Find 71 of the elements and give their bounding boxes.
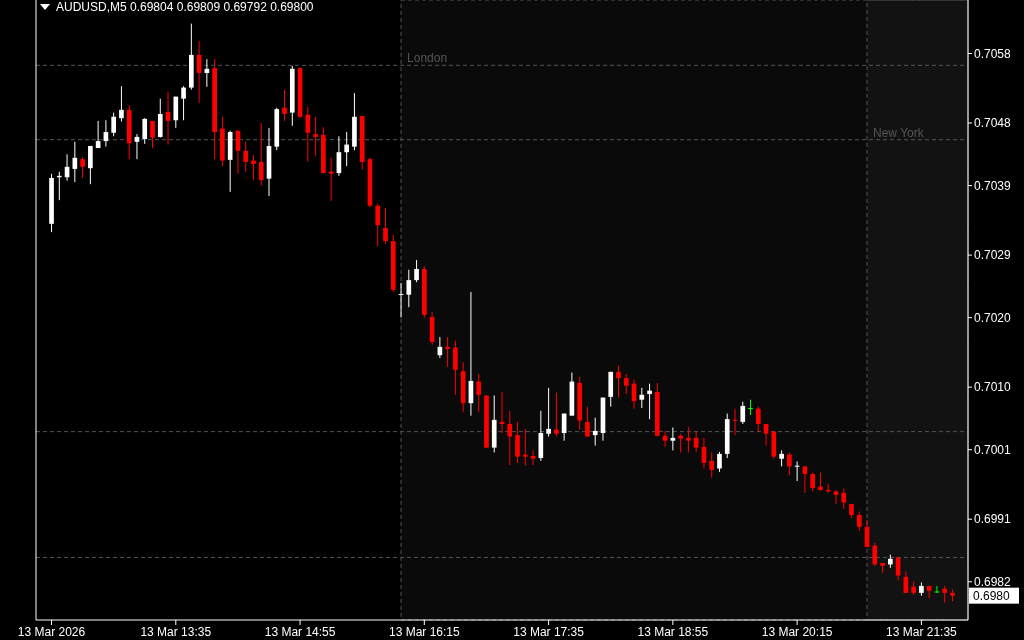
y-tick-label: 0.7039 xyxy=(974,178,1012,193)
x-tick-label: 13 Mar 20:15 xyxy=(761,625,833,639)
candlestick xyxy=(383,207,388,245)
candlestick xyxy=(841,488,847,510)
x-tick-label: 13 Mar 18:55 xyxy=(637,625,709,639)
candlestick xyxy=(406,269,412,308)
candlestick xyxy=(150,120,155,149)
x-tick-label: 13 Mar 17:35 xyxy=(513,625,585,639)
candlestick xyxy=(313,116,318,157)
candlestick xyxy=(639,387,645,409)
candlestick xyxy=(678,433,683,453)
text: 0.6980 xyxy=(973,588,1011,603)
candlestick xyxy=(670,426,676,451)
candlestick xyxy=(414,259,419,283)
candlestick xyxy=(740,401,746,425)
candlestick xyxy=(522,428,528,467)
candlestick xyxy=(818,472,823,492)
y-tick-label: 0.7001 xyxy=(974,442,1012,457)
candlestick xyxy=(157,98,163,139)
candlestick xyxy=(344,131,349,167)
y-tick-label: 0.7029 xyxy=(974,248,1012,263)
x-tick-label: 13 Mar 14:55 xyxy=(264,625,336,639)
candlestick xyxy=(88,145,93,185)
candlestick xyxy=(243,141,249,173)
candlestick xyxy=(647,383,652,420)
candlestick xyxy=(872,542,878,567)
candlestick xyxy=(895,556,901,581)
x-tick-label: 13 Mar 16:15 xyxy=(388,625,461,639)
candlestick xyxy=(251,154,256,181)
candlestick xyxy=(709,451,715,479)
chart-title: AUDUSD,M5 0.69804 0.69809 0.69792 0.69800 xyxy=(56,0,314,14)
band-label: London xyxy=(407,51,448,65)
x-tick-label: 13 Mar 21:35 xyxy=(886,625,958,639)
candlestick xyxy=(119,85,124,123)
candlestick xyxy=(530,449,536,466)
candlestick xyxy=(717,451,722,473)
candlestick xyxy=(856,511,862,532)
candlestick xyxy=(623,373,629,395)
candlestick xyxy=(111,112,116,137)
candlestick xyxy=(375,203,381,247)
candlestick xyxy=(453,340,458,396)
candlestick xyxy=(445,336,450,368)
candlestick xyxy=(554,392,559,437)
y-tick-label: 0.7010 xyxy=(974,380,1012,395)
band-label: New York xyxy=(873,126,925,140)
candlestick xyxy=(80,156,85,179)
y-tick-label: 0.7048 xyxy=(974,116,1012,131)
candlestick xyxy=(755,406,761,433)
candlestick xyxy=(592,417,598,447)
candlestick xyxy=(476,373,482,413)
candlestick xyxy=(787,451,792,476)
y-tick-label: 0.7058 xyxy=(974,46,1012,61)
candlestick xyxy=(833,489,839,505)
candlestick xyxy=(507,410,513,466)
y-tick-label: 0.6991 xyxy=(974,512,1012,527)
candlestick xyxy=(616,365,621,399)
candlestick xyxy=(181,85,186,121)
x-tick-label: 13 Mar 2026 xyxy=(17,625,86,639)
candlestick xyxy=(748,399,753,416)
x-tick-label: 13 Mar 13:35 xyxy=(140,625,212,639)
y-tick-label: 0.6982 xyxy=(974,574,1012,589)
candlestick xyxy=(546,387,551,437)
candlestick xyxy=(258,122,264,187)
candlestick xyxy=(686,426,691,453)
y-tick-label: 0.7020 xyxy=(974,310,1012,325)
candlestick xyxy=(515,421,520,464)
candlestick xyxy=(585,406,590,437)
candlestick xyxy=(810,472,815,492)
candlestick xyxy=(142,117,148,145)
candlestick xyxy=(173,96,179,129)
candlestick xyxy=(282,89,287,122)
